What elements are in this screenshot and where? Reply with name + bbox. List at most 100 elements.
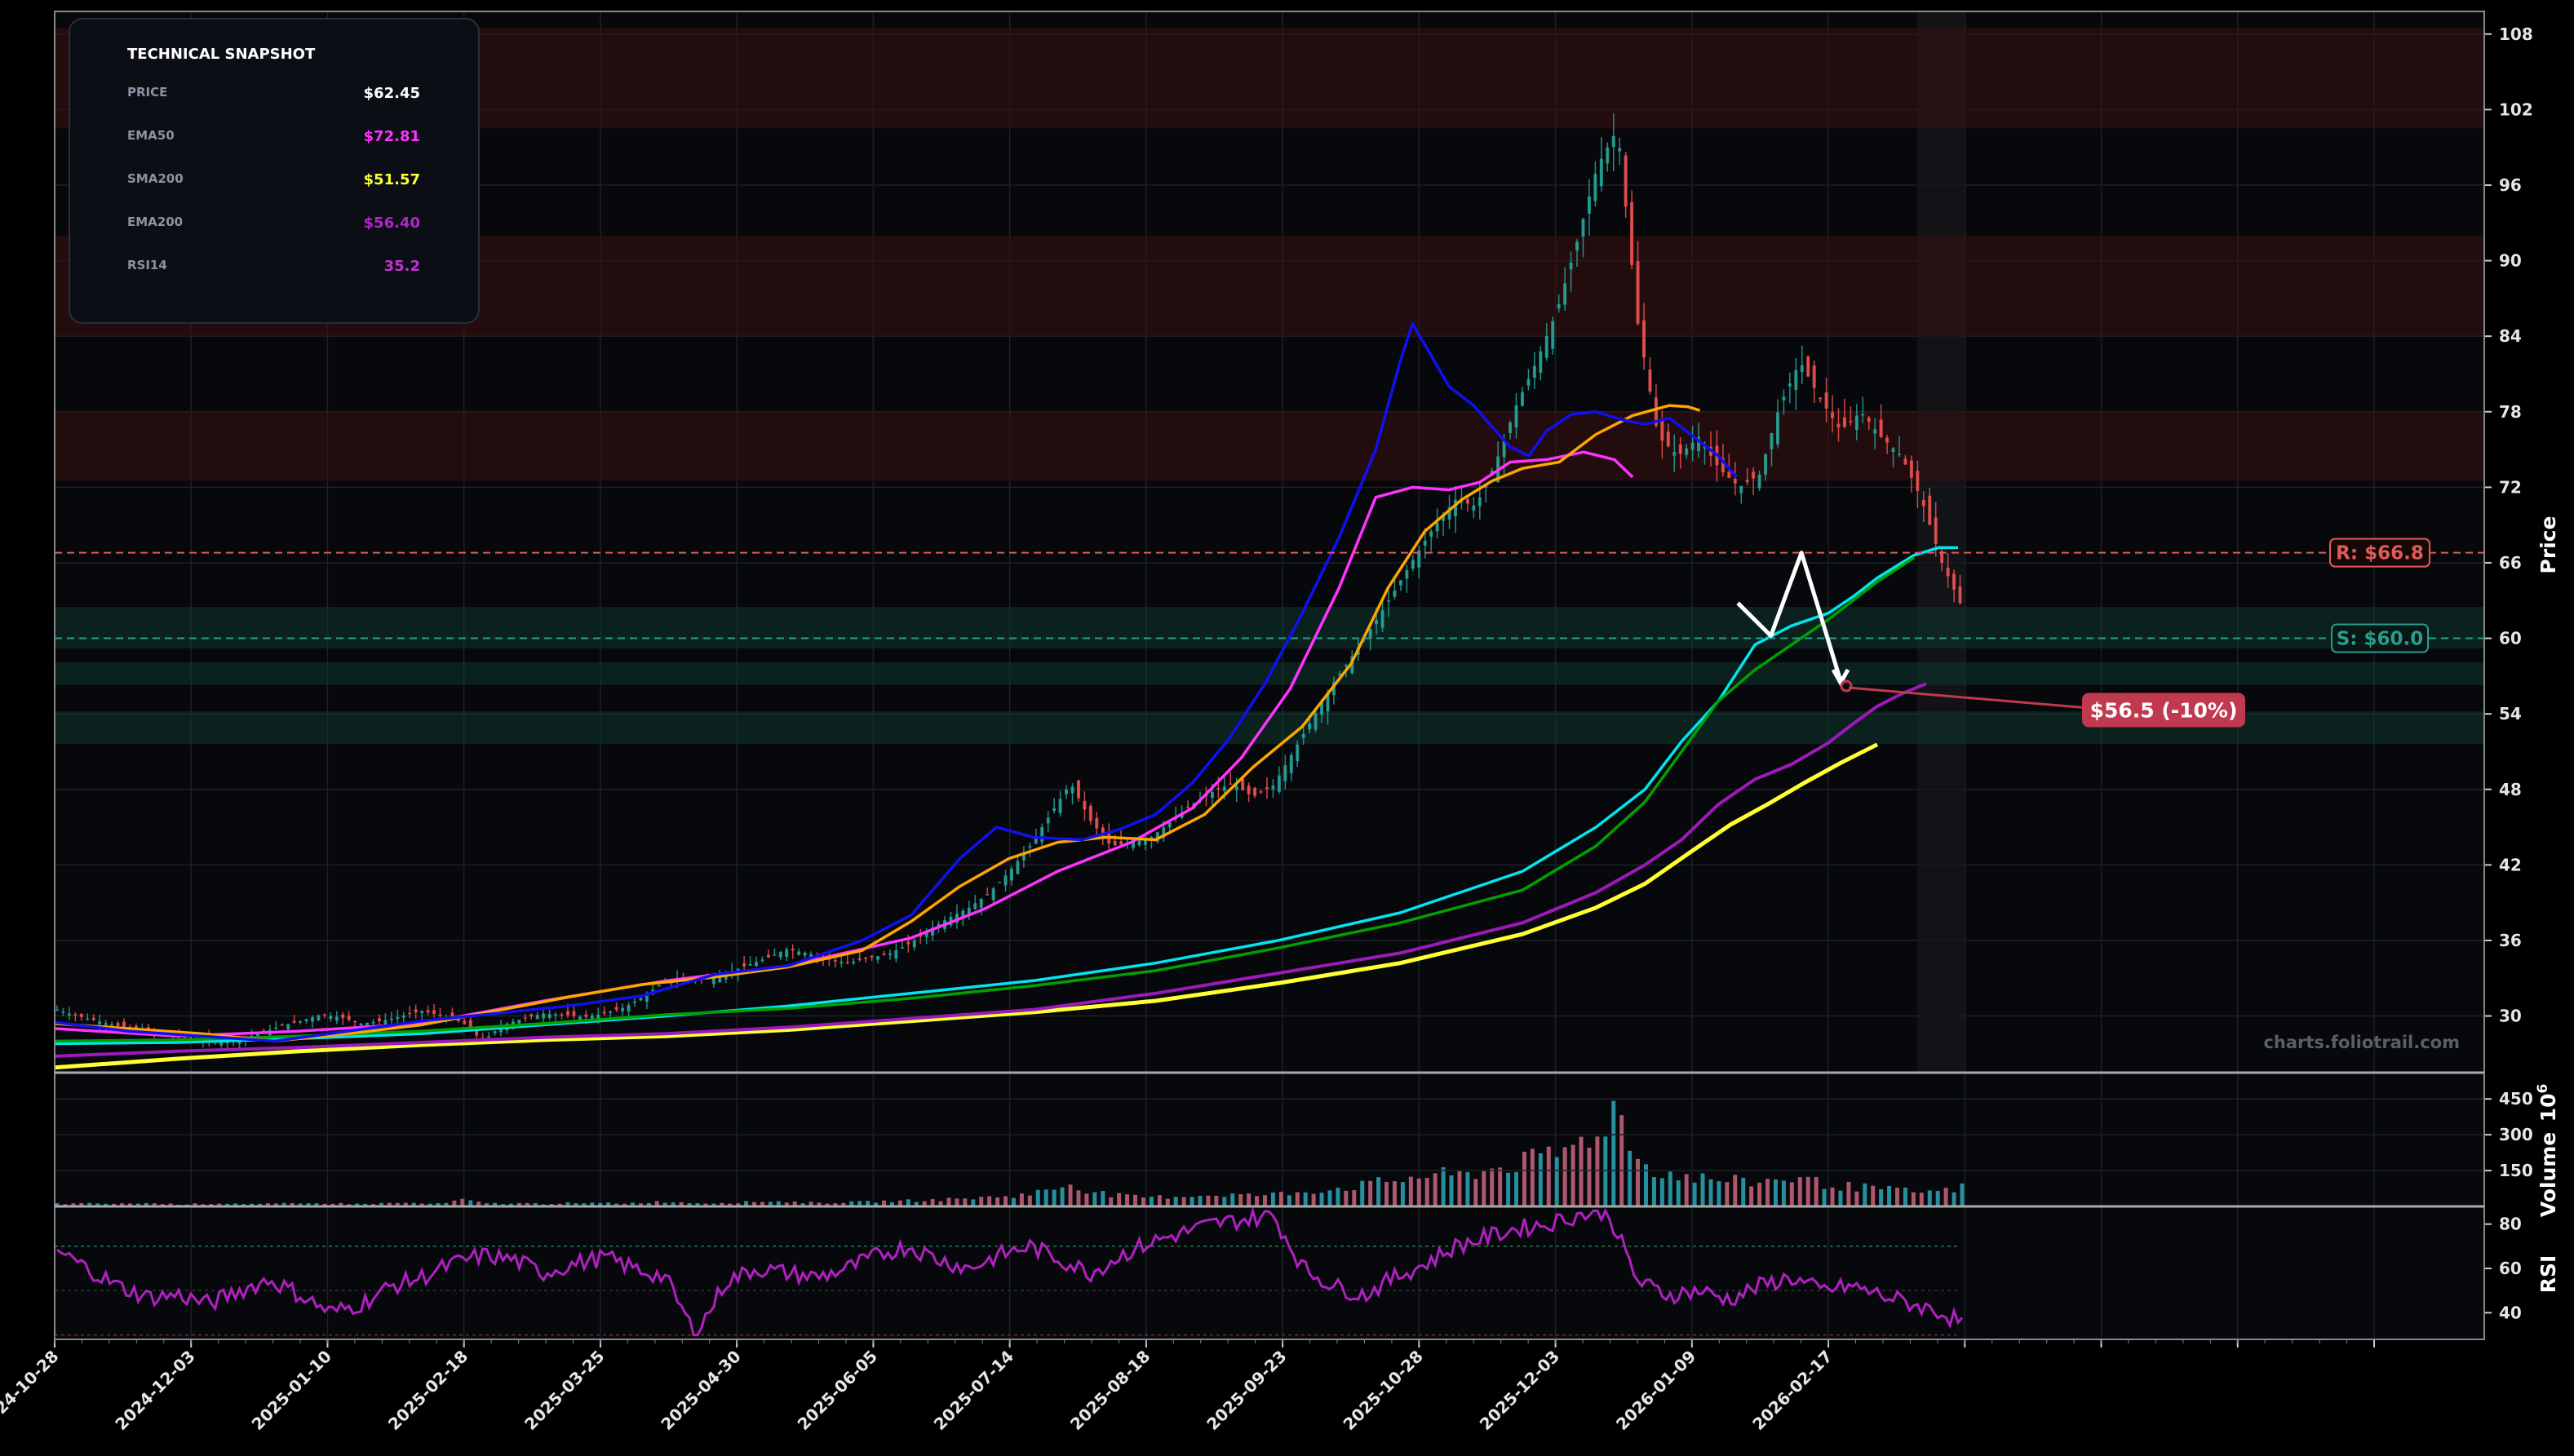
volume-bar (1433, 1173, 1438, 1206)
price-tick-label: 108 (2499, 24, 2533, 44)
volume-bar (1295, 1192, 1300, 1206)
candle-body (1338, 673, 1342, 676)
volume-bar (1109, 1197, 1114, 1206)
candle-body (1836, 423, 1841, 428)
candle-body (1289, 755, 1293, 773)
candle-body (1903, 458, 1907, 465)
candle-body (1271, 786, 1275, 790)
candle-body (1921, 499, 1925, 507)
volume-bar (290, 1202, 295, 1206)
candle-body (1873, 429, 1877, 434)
candle-body (809, 954, 813, 958)
candle-body (748, 963, 752, 966)
volume-bar (460, 1198, 465, 1206)
candle-body (1544, 336, 1548, 358)
volume-bar (630, 1202, 635, 1206)
candle-body (1587, 196, 1591, 215)
candle-body (1155, 832, 1159, 842)
candle-body (1660, 419, 1664, 441)
candle-body (219, 1041, 224, 1046)
candle-body (396, 1016, 400, 1020)
volume-bar (1270, 1193, 1275, 1206)
volume-bar (736, 1203, 741, 1206)
candle-body (1842, 417, 1846, 427)
candle-body (408, 1012, 412, 1015)
snapshot-value-ema200: $56.40 (364, 215, 420, 232)
volume-bar (1376, 1177, 1381, 1206)
candle-body (359, 1023, 363, 1026)
candle-body (560, 1014, 564, 1016)
volume-bar (1060, 1187, 1065, 1206)
candle-body (645, 994, 649, 1002)
candle-body (754, 962, 758, 967)
volume-bar (193, 1203, 197, 1206)
candle-body (876, 956, 880, 960)
snapshot-label-price: PRICE (127, 85, 167, 100)
price-candles (55, 113, 1962, 1049)
candle-body (1088, 805, 1092, 821)
volume-bar (889, 1202, 894, 1206)
volume-bar (768, 1202, 773, 1206)
volume-bar (1344, 1190, 1349, 1206)
volume-bar (257, 1203, 262, 1206)
candle-body (1314, 713, 1318, 730)
volume-bars (55, 1098, 2484, 1206)
volume-bar (1181, 1197, 1186, 1206)
candle-body (1296, 744, 1300, 762)
volume-bar (671, 1202, 676, 1206)
target-label-box (2082, 693, 2245, 728)
volume-bar (1255, 1196, 1260, 1206)
candle-body (389, 1018, 393, 1020)
volume-bar (1781, 1180, 1786, 1206)
candle-body (1229, 783, 1233, 786)
candle-body (1222, 786, 1226, 791)
candle-body (554, 1014, 558, 1016)
candle-body (1764, 454, 1768, 475)
volume-bar (874, 1202, 879, 1206)
volume-bar (516, 1202, 521, 1206)
volume-bar (1773, 1179, 1778, 1206)
volume-bar (946, 1197, 951, 1206)
price-tick-label: 36 (2499, 931, 2522, 950)
volume-bar (930, 1199, 935, 1206)
volume-tick-label: 450 (2499, 1089, 2533, 1109)
volume-bar (1011, 1197, 1016, 1206)
volume-bar (914, 1202, 919, 1206)
candle-body (1210, 791, 1214, 799)
candle-body (1301, 733, 1305, 738)
candle-body (1040, 827, 1044, 843)
candle-body (432, 1010, 436, 1015)
volume-bar (1797, 1177, 1802, 1206)
candle-body (998, 882, 1002, 883)
volume-bar (897, 1200, 902, 1206)
volume-bar (144, 1202, 148, 1206)
candle-body (1119, 841, 1123, 844)
volume-bar (79, 1202, 84, 1206)
candle-body (1320, 702, 1324, 715)
volume-bar (1392, 1181, 1397, 1206)
volume-bar (1887, 1185, 1892, 1206)
candle-body (1398, 580, 1402, 586)
target-connector (1848, 686, 2114, 712)
volume-bar (557, 1203, 562, 1206)
volume-bar (1173, 1197, 1178, 1206)
snapshot-label-ema50: EMA50 (127, 128, 175, 143)
volume-bar (1562, 1147, 1567, 1206)
volume-bar (1360, 1180, 1365, 1206)
candle-body (317, 1015, 321, 1021)
candle-body (1952, 573, 1956, 590)
candle-body (299, 1020, 303, 1023)
volume-bar (1838, 1190, 1843, 1206)
candle-body (255, 1033, 259, 1036)
volume-bar (444, 1202, 449, 1206)
candle-body (1575, 241, 1579, 251)
candle-body (1234, 786, 1238, 790)
volume-bar (995, 1197, 1000, 1206)
candle-body (1599, 158, 1603, 187)
volume-bar (87, 1202, 92, 1206)
volume-bar (1416, 1178, 1421, 1206)
candle-body (1940, 551, 1944, 563)
volume-bar (1628, 1150, 1633, 1206)
volume-bar (525, 1202, 529, 1206)
